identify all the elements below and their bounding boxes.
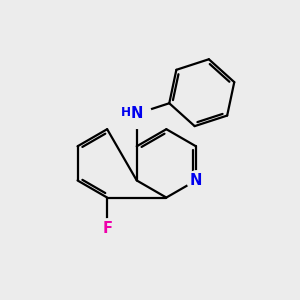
- Text: N: N: [130, 106, 143, 121]
- Text: F: F: [102, 221, 112, 236]
- Text: H: H: [121, 106, 130, 119]
- Text: N: N: [190, 173, 202, 188]
